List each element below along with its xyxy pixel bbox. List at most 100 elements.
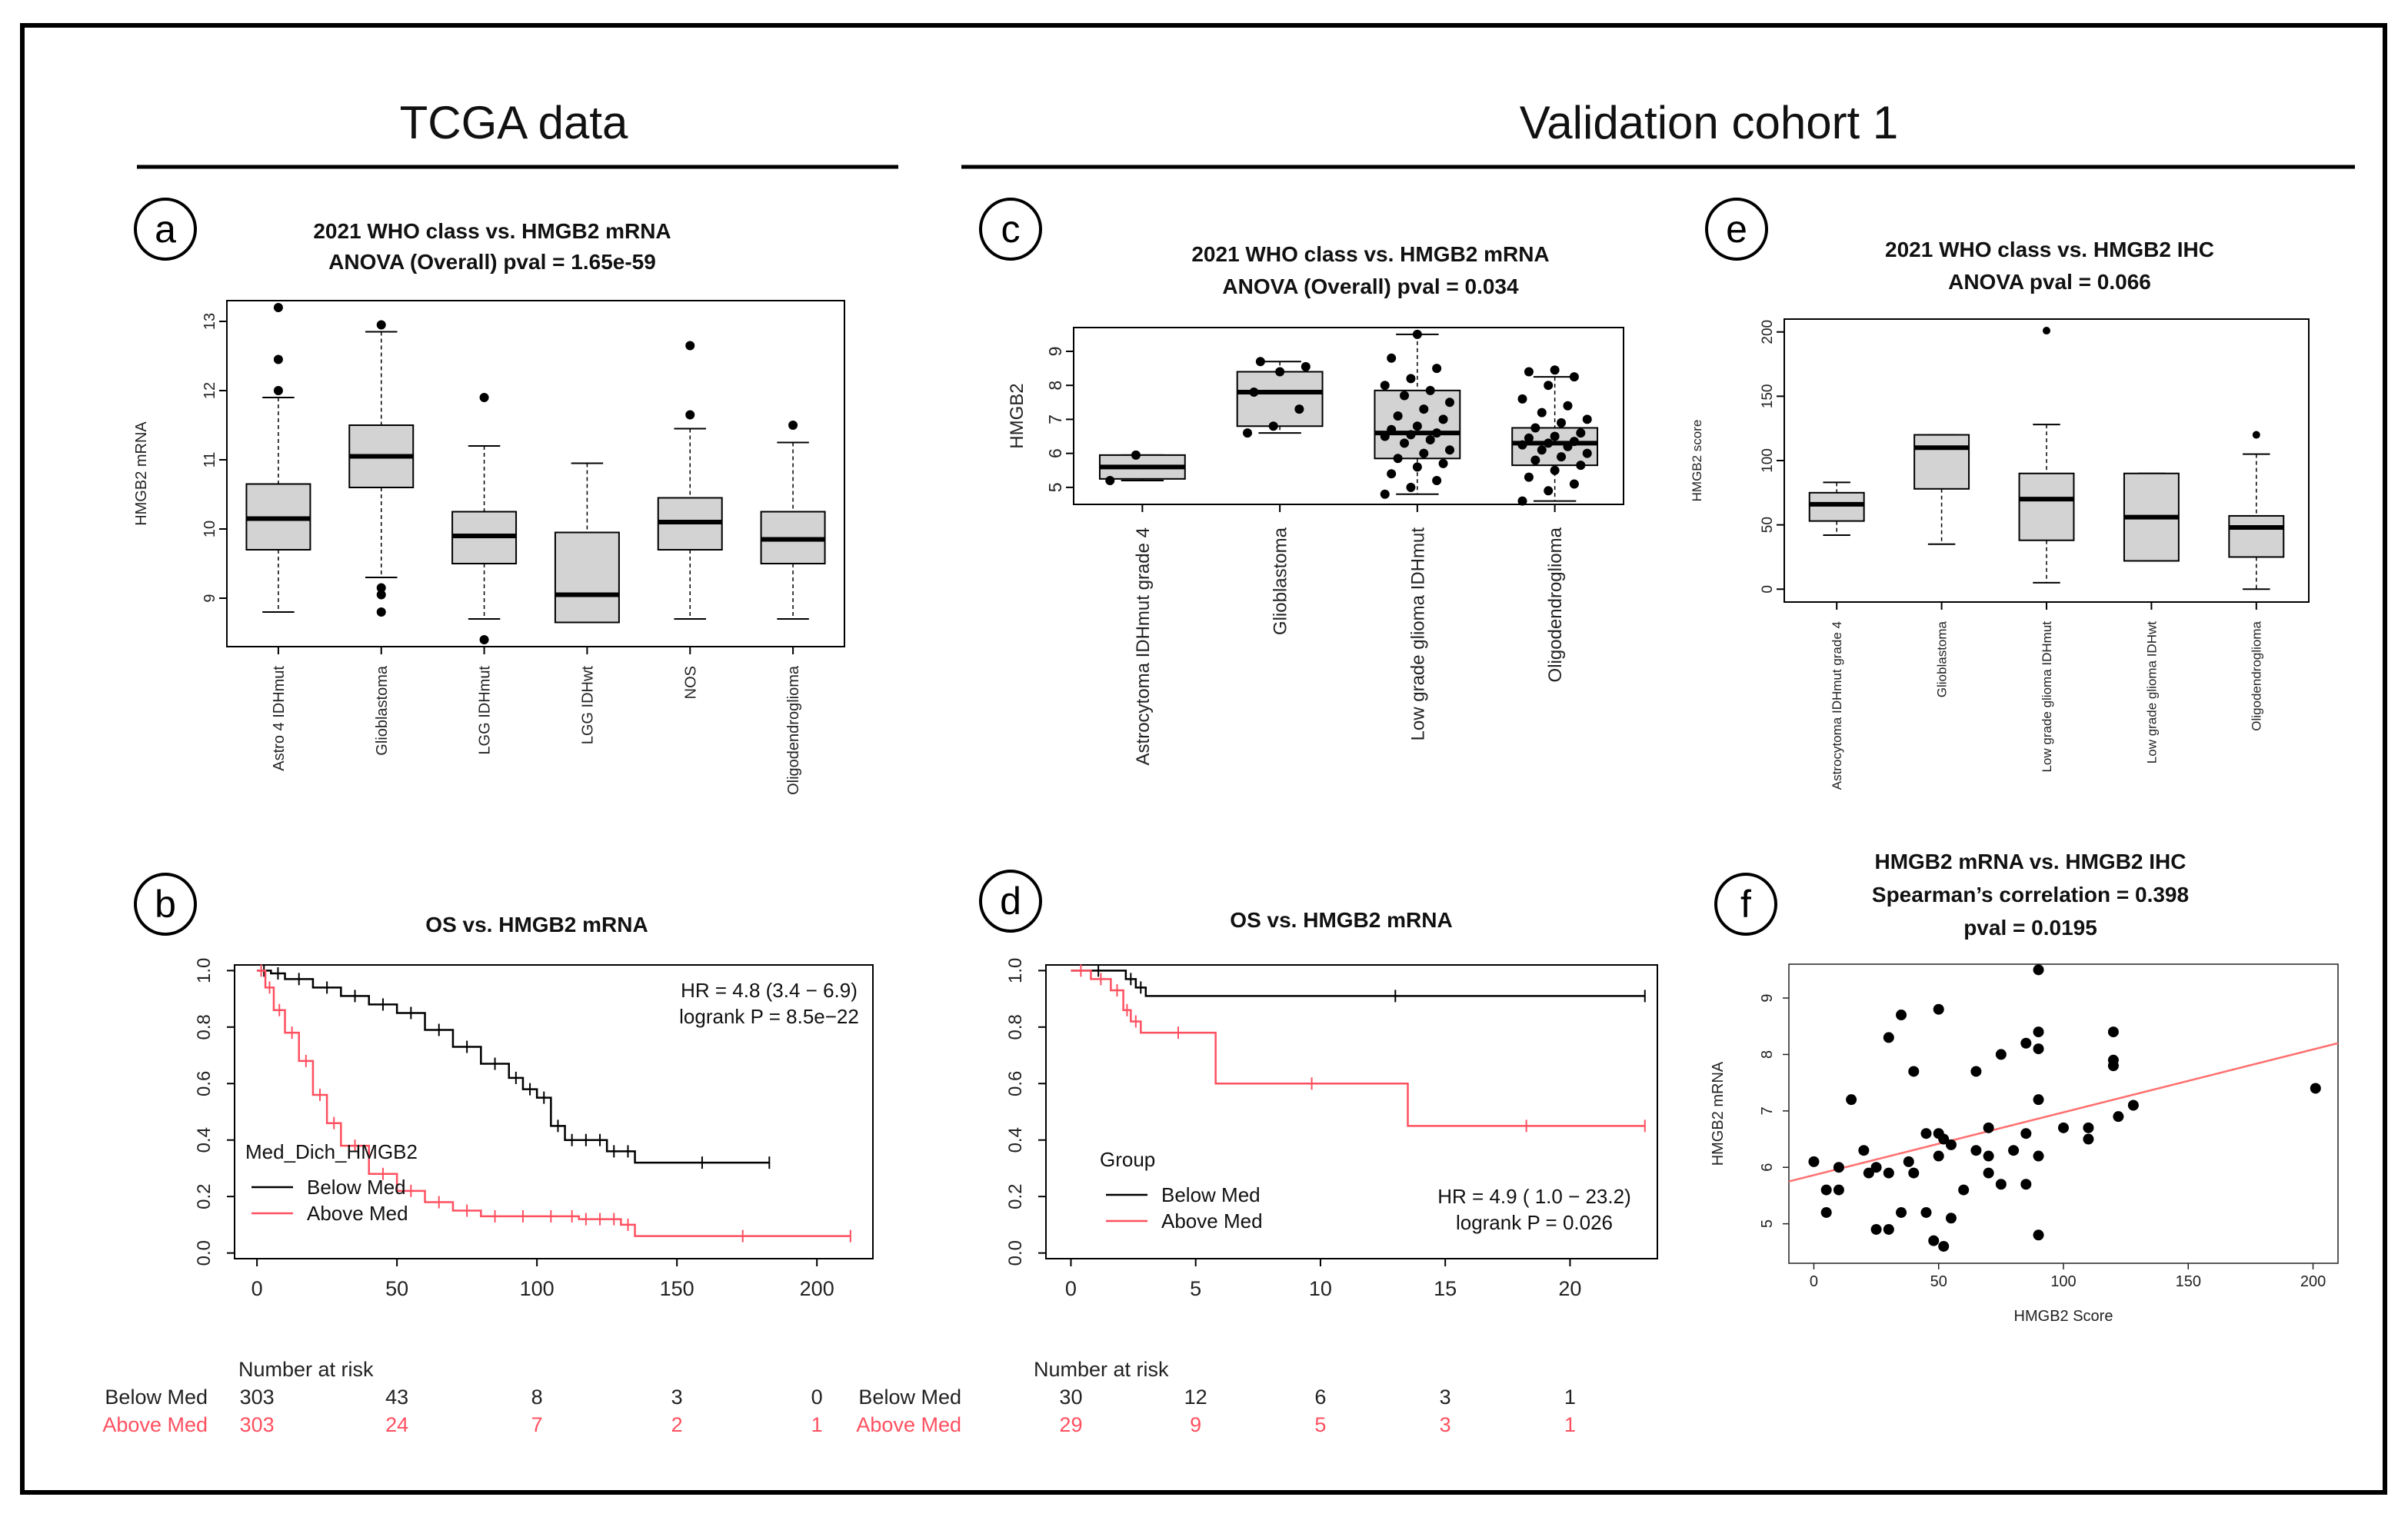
scatter-point-f-2 <box>1820 1184 1832 1196</box>
risk-value-d-1-1: 9 <box>1190 1413 1201 1436</box>
scatter-point-f-51 <box>2107 1060 2119 1072</box>
scatter-point-f-18 <box>1920 1128 1932 1139</box>
y-axis-label-f: HMGB2 mRNA <box>1710 1061 1727 1166</box>
y-tick-label-b-1.0: 1.0 <box>194 958 215 983</box>
risk-value-d-1-2: 5 <box>1314 1413 1326 1436</box>
category-label-c-1: Glioblastoma <box>1271 527 1291 635</box>
y-tick-label-c-7: 7 <box>1045 414 1065 424</box>
x-tick-label-b-0: 0 <box>251 1277 263 1300</box>
y-axis-label-c: HMGB2 <box>1007 383 1027 448</box>
y-tick-label-f-9: 9 <box>1759 993 1776 1002</box>
plot-frame-d <box>1045 964 1658 1259</box>
scatter-point-f-5 <box>1833 1162 1844 1173</box>
scatter-point-f-47 <box>2083 1122 2094 1133</box>
y-tick-label-d-0.0: 0.0 <box>1005 1240 1026 1266</box>
outlier-e-2-0 <box>2043 327 2050 335</box>
data-point-c-3-18 <box>1557 418 1567 427</box>
box-e-1 <box>1913 434 1970 490</box>
y-tick-label-b-0.4: 0.4 <box>194 1127 215 1153</box>
scatter-point-f-30 <box>1970 1066 1982 1077</box>
data-point-c-3-26 <box>1550 365 1560 375</box>
y-tick-label-b-0.0: 0.0 <box>194 1240 215 1266</box>
data-point-c-1-2 <box>1294 404 1304 414</box>
y-tick-label-a-13: 13 <box>201 313 218 330</box>
risk-title-d: Number at risk <box>1034 1358 1169 1381</box>
y-tick-label-d-0.6: 0.6 <box>1005 1071 1026 1096</box>
data-point-c-0-0 <box>1105 476 1115 486</box>
outlier-a-0-1 <box>273 354 283 364</box>
y-tick-label-e-50: 50 <box>1760 517 1776 533</box>
category-label-c-0: Astrocytoma IDHmut grade 4 <box>1133 527 1154 765</box>
y-tick-label-b-0.8: 0.8 <box>194 1014 215 1040</box>
data-point-c-2-2 <box>1432 476 1442 486</box>
scatter-point-f-40 <box>2033 964 2044 976</box>
outlier-a-0-0 <box>273 386 283 395</box>
scatter-point-f-45 <box>2033 1229 2044 1241</box>
scatter-point-f-32 <box>1983 1150 1994 1162</box>
scatter-point-f-42 <box>2033 1043 2044 1055</box>
data-point-c-3-7 <box>1557 452 1567 462</box>
y-axis-label-a: HMGB2 mRNA <box>133 421 150 526</box>
y-tick-label-d-1.0: 1.0 <box>1005 958 1026 983</box>
legend-label-d-0: Below Med <box>1161 1183 1261 1206</box>
y-tick-label-b-0.2: 0.2 <box>194 1184 215 1209</box>
scatter-point-f-25 <box>1938 1133 1950 1145</box>
risk-value-d-0-2: 6 <box>1314 1386 1326 1409</box>
risk-value-d-0-3: 3 <box>1440 1386 1451 1409</box>
data-point-c-2-11 <box>1380 431 1390 441</box>
data-point-c-3-5 <box>1576 461 1586 471</box>
data-point-c-2-25 <box>1387 353 1397 363</box>
y-tick-label-d-0.8: 0.8 <box>1005 1014 1026 1040</box>
data-point-c-3-16 <box>1576 428 1586 438</box>
risk-value-b-0-4: 0 <box>811 1386 823 1409</box>
scatter-point-f-33 <box>1983 1122 1994 1133</box>
risk-title-b: Number at risk <box>238 1358 374 1381</box>
x-tick-label-d-10: 10 <box>1309 1277 1332 1300</box>
data-point-c-3-4 <box>1550 465 1560 475</box>
survival-curve-b-0 <box>257 970 770 1164</box>
data-point-c-2-5 <box>1438 458 1448 468</box>
category-label-e-4: Oligodendroglioma <box>2250 620 2264 730</box>
scatter-point-f-52 <box>2113 1111 2124 1123</box>
risk-row-label-b-1: Above Med <box>102 1413 208 1436</box>
category-label-e-0: Astrocytoma IDHmut grade 4 <box>1830 621 1844 790</box>
y-tick-label-d-0.2: 0.2 <box>1005 1184 1026 1209</box>
panel-title-a-2: ANOVA (Overall) pval = 1.65e-59 <box>328 250 656 274</box>
data-point-c-2-14 <box>1387 424 1397 434</box>
risk-value-b-0-1: 43 <box>385 1386 408 1409</box>
data-point-c-2-22 <box>1380 381 1390 391</box>
data-point-c-3-21 <box>1563 401 1573 411</box>
data-point-c-3-6 <box>1530 455 1540 465</box>
data-point-c-2-19 <box>1444 398 1454 408</box>
outlier-a-4-1 <box>685 341 695 351</box>
panel-title-b-1: OS vs. HMGB2 mRNA <box>425 913 648 936</box>
data-point-c-2-16 <box>1438 414 1448 424</box>
panel-title-f-3: pval = 0.0195 <box>1963 916 2097 940</box>
scatter-point-f-54 <box>2310 1083 2321 1094</box>
panel-title-f-2: Spearman’s correlation = 0.398 <box>1872 883 2189 907</box>
data-point-c-2-26 <box>1412 329 1422 339</box>
panel-label-circle-c <box>979 198 1042 261</box>
x-tick-label-d-15: 15 <box>1434 1277 1457 1300</box>
scatter-point-f-34 <box>1995 1049 2007 1060</box>
data-point-c-2-1 <box>1406 482 1416 492</box>
data-point-c-2-17 <box>1393 411 1403 421</box>
data-point-c-2-10 <box>1425 434 1435 444</box>
scatter-point-f-17 <box>1908 1066 1920 1077</box>
data-point-c-3-22 <box>1517 394 1527 404</box>
y-tick-label-f-7: 7 <box>1759 1106 1776 1115</box>
scatter-point-f-28 <box>1958 1184 1970 1196</box>
category-label-a-4: NOS <box>682 666 699 699</box>
data-point-c-2-13 <box>1432 428 1442 438</box>
data-point-c-3-23 <box>1544 381 1554 391</box>
data-point-c-2-12 <box>1406 430 1416 440</box>
scatter-point-f-26 <box>1945 1213 1957 1224</box>
data-point-c-3-10 <box>1563 441 1573 451</box>
scatter-point-f-24 <box>1938 1240 1950 1252</box>
scatter-point-f-14 <box>1896 1206 1907 1218</box>
data-point-c-3-12 <box>1544 438 1554 448</box>
scatter-point-f-7 <box>1863 1167 1874 1179</box>
scatter-point-f-3 <box>1833 1184 1844 1196</box>
y-tick-label-e-0: 0 <box>1760 585 1776 594</box>
risk-value-d-1-3: 3 <box>1440 1413 1451 1436</box>
